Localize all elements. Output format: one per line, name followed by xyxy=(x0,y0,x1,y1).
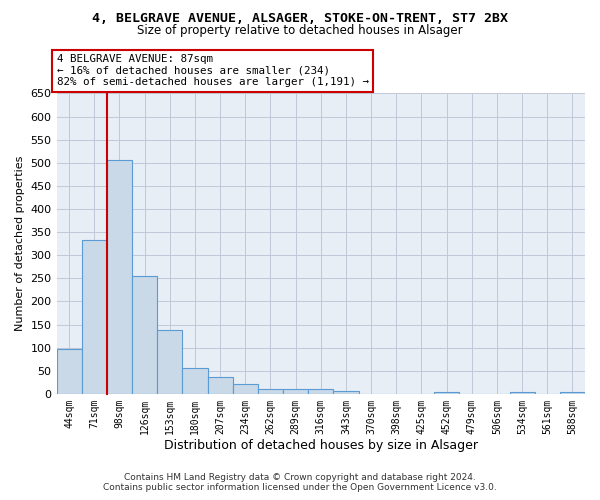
Y-axis label: Number of detached properties: Number of detached properties xyxy=(15,156,25,332)
Text: 4 BELGRAVE AVENUE: 87sqm
← 16% of detached houses are smaller (234)
82% of semi-: 4 BELGRAVE AVENUE: 87sqm ← 16% of detach… xyxy=(56,54,368,88)
Text: Contains HM Land Registry data © Crown copyright and database right 2024.
Contai: Contains HM Land Registry data © Crown c… xyxy=(103,473,497,492)
Bar xyxy=(334,390,359,394)
Bar xyxy=(560,392,585,394)
Bar xyxy=(509,392,535,394)
Bar xyxy=(182,368,208,394)
Bar xyxy=(434,392,459,394)
Bar xyxy=(283,388,308,394)
Text: 4, BELGRAVE AVENUE, ALSAGER, STOKE-ON-TRENT, ST7 2BX: 4, BELGRAVE AVENUE, ALSAGER, STOKE-ON-TR… xyxy=(92,12,508,26)
Bar xyxy=(308,389,334,394)
Bar xyxy=(56,348,82,394)
X-axis label: Distribution of detached houses by size in Alsager: Distribution of detached houses by size … xyxy=(164,440,478,452)
Bar xyxy=(157,330,182,394)
Bar xyxy=(132,276,157,394)
Text: Size of property relative to detached houses in Alsager: Size of property relative to detached ho… xyxy=(137,24,463,37)
Bar xyxy=(107,160,132,394)
Bar xyxy=(82,240,107,394)
Bar xyxy=(233,384,258,394)
Bar xyxy=(208,376,233,394)
Bar xyxy=(258,389,283,394)
